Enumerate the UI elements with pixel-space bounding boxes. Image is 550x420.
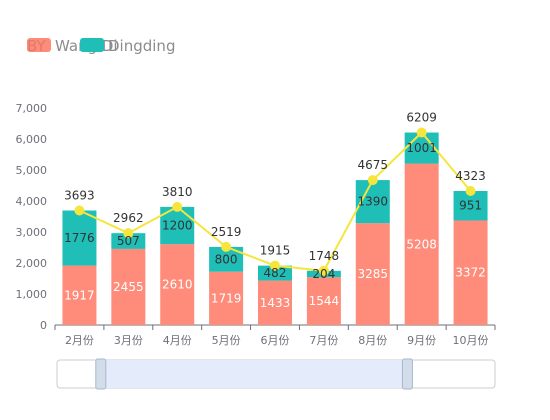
bar-label-dingding: 1200 (162, 218, 193, 232)
data-zoom-slider[interactable] (56, 358, 496, 390)
y-tick-label: 3,000 (16, 226, 48, 239)
bar-by (404, 163, 439, 325)
total-line-point (416, 127, 427, 138)
total-label: 6209 (406, 111, 437, 125)
total-label: 1748 (309, 249, 340, 263)
y-tick-label: 4,000 (16, 195, 48, 208)
bar-dingding (62, 210, 97, 266)
x-tick-label: 7月份 (309, 334, 338, 347)
bar-label-by: 3372 (455, 266, 486, 280)
x-axis: 2月份 3月份 4月份 5月份 6月份 7月份 8月份 9月份 10月份 (54, 324, 496, 347)
bar-label-dingding: 507 (117, 234, 140, 248)
bar-label-by: 3285 (358, 267, 389, 281)
bar-dingding (404, 132, 439, 164)
y-tick-label: 1,000 (16, 288, 48, 301)
y-tick-label: 2,000 (16, 257, 48, 270)
x-tick-label: 9月份 (407, 334, 436, 347)
total-line-point (74, 205, 85, 216)
total-line-point (318, 265, 329, 276)
total-label: 2519 (211, 225, 242, 239)
bar-by (111, 248, 146, 325)
legend-swatch-by[interactable] (27, 38, 51, 52)
total-line-point (172, 201, 183, 212)
y-axis: 0 1,000 2,000 3,000 4,000 5,000 6,000 7,000 (16, 102, 48, 332)
legend-label-by[interactable]: BY (27, 37, 46, 55)
total-line (74, 127, 476, 276)
bar-by (160, 244, 195, 325)
total-line-point (367, 175, 378, 186)
legend[interactable]: BY Wang Di Dingding (27, 37, 175, 55)
x-tick-label: 8月份 (358, 334, 387, 347)
total-label: 2962 (113, 211, 144, 225)
total-label: 4323 (455, 169, 486, 183)
total-label: 1915 (260, 244, 291, 258)
y-tick-label: 6,000 (16, 133, 48, 146)
bar-label-dingding: 951 (459, 199, 482, 213)
zoom-selection[interactable] (100, 360, 408, 388)
bar-dingding (111, 233, 146, 249)
total-label: 3693 (64, 189, 95, 203)
x-tick-label: 2月份 (65, 334, 94, 347)
bar-label-by: 1719 (211, 291, 242, 305)
x-tick-label: 5月份 (212, 334, 241, 347)
y-tick-label: 5,000 (16, 164, 48, 177)
bar-label-dingding: 800 (215, 252, 238, 266)
total-line-point (270, 260, 280, 271)
bar-label-dingding: 1001 (406, 141, 437, 155)
x-tick-label: 3月份 (114, 334, 143, 347)
bar-by (258, 280, 292, 325)
y-tick-label: 0 (40, 319, 47, 332)
bar-label-by: 5208 (406, 237, 437, 251)
bar-dingding (258, 265, 292, 281)
bar-label-by: 2455 (113, 280, 144, 294)
y-tick-label: 7,000 (16, 102, 48, 115)
x-tick-label: 6月份 (261, 334, 290, 347)
bar-label-by: 1544 (309, 294, 340, 308)
bar-label-dingding: 204 (312, 267, 335, 281)
zoom-handle-end[interactable] (401, 358, 413, 390)
total-line-point (123, 228, 134, 239)
bar-label-dingding: 1776 (64, 231, 95, 245)
bar-label-dingding: 1390 (358, 195, 389, 209)
bar-label-dingding: 482 (264, 266, 287, 280)
total-label: 4675 (358, 158, 389, 172)
data-labels: 1917 1776 2455 507 2610 1200 1719 800 1433 482 154… (64, 111, 486, 310)
total-label: 3810 (162, 185, 193, 199)
bar-by (62, 265, 97, 325)
x-tick-label: 10月份 (453, 334, 489, 347)
total-line-point (465, 185, 476, 196)
bar-label-by: 1917 (64, 288, 95, 302)
x-tick-label: 4月份 (163, 334, 192, 347)
bar-by (453, 220, 488, 325)
bar-label-by: 2610 (162, 278, 193, 292)
bar-by (306, 277, 341, 325)
bar-label-by: 1433 (260, 296, 291, 310)
total-line-point (221, 241, 232, 252)
legend-swatch-dingding[interactable] (80, 38, 104, 52)
legend-label-dingding[interactable]: Dingding (108, 37, 175, 55)
bar-by (355, 223, 390, 325)
bar-by (209, 271, 244, 325)
zoom-handle-start[interactable] (95, 358, 107, 390)
